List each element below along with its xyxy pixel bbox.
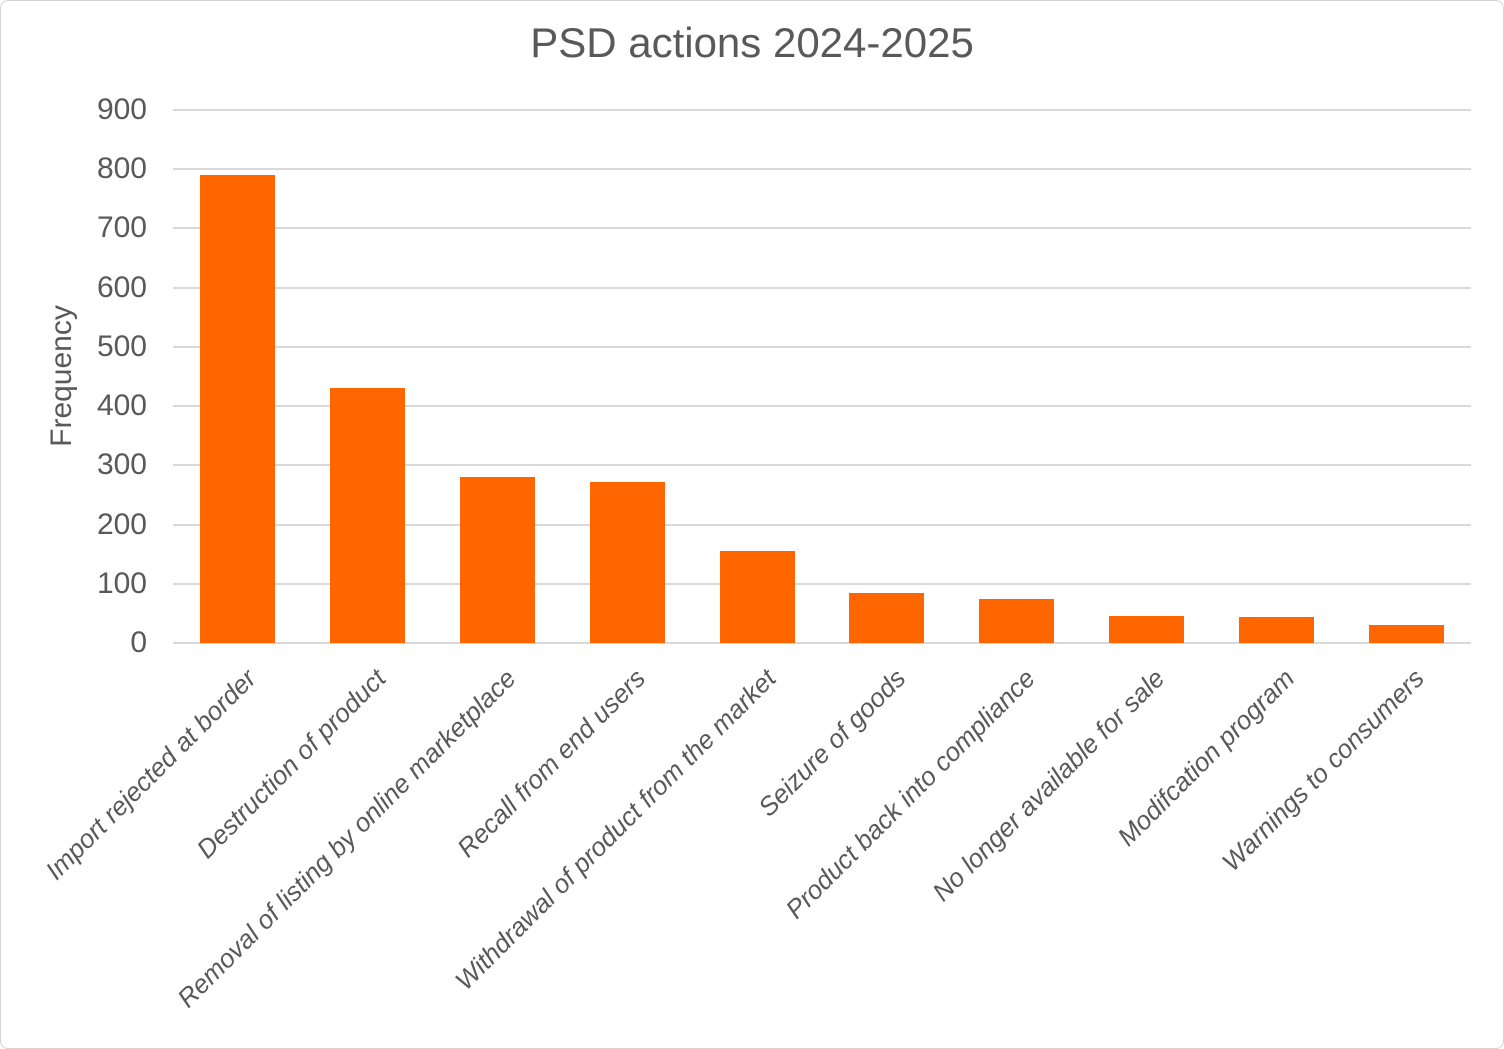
bar <box>1109 615 1184 643</box>
gridline <box>173 345 1471 348</box>
x-category-label: Product back into compliance <box>779 663 1041 925</box>
gridline <box>173 227 1471 230</box>
y-axis-tick-label: 300 <box>96 448 147 482</box>
y-axis-tick-label: 100 <box>96 566 147 600</box>
bar <box>1238 616 1314 643</box>
bar <box>330 388 406 643</box>
gridline <box>173 168 1471 171</box>
bar <box>200 175 276 643</box>
gridline <box>173 464 1471 467</box>
y-axis-tick-label: 600 <box>96 270 147 304</box>
y-axis-tick-label: 200 <box>96 507 147 541</box>
gridline <box>173 286 1471 289</box>
bar <box>719 551 795 643</box>
chart-title: PSD actions 2024-2025 <box>530 19 974 66</box>
bar <box>460 477 535 643</box>
gridline <box>173 523 1471 526</box>
gridline <box>173 405 1471 408</box>
bar <box>979 598 1055 643</box>
y-axis-title: Frequency <box>45 305 78 447</box>
y-axis-tick-label: 800 <box>96 152 147 186</box>
bar <box>849 593 925 643</box>
y-axis-tick-label: 500 <box>96 329 147 363</box>
y-axis-tick-label: 900 <box>96 93 147 126</box>
gridline <box>173 582 1471 585</box>
y-axis-tick-label: 0 <box>130 626 147 659</box>
bar <box>1368 625 1444 643</box>
gridline <box>173 642 1471 644</box>
x-category-label: Import rejected at border <box>39 663 263 886</box>
gridline <box>173 109 1471 111</box>
y-axis-tick-label: 700 <box>96 211 147 245</box>
bar <box>589 481 665 643</box>
x-category-label: No longer available for sale <box>926 663 1171 908</box>
y-axis-tick-label: 400 <box>96 389 147 423</box>
